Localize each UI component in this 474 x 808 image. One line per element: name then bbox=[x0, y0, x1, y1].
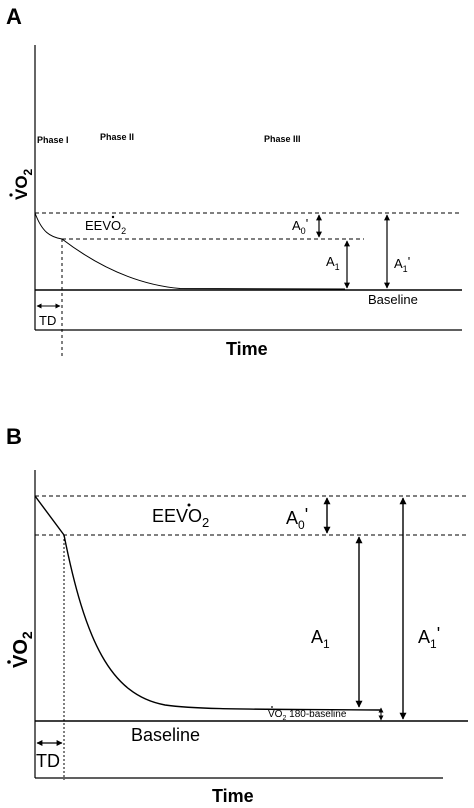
panel-a-y-axis-label: VO2 bbox=[9, 168, 35, 200]
panel-b-y-label-sub: 2 bbox=[19, 631, 35, 639]
panel-a-y-label-main: VO bbox=[12, 175, 31, 200]
panel-a-a1-label: A1 bbox=[326, 254, 340, 272]
panel-b-baseline-label: Baseline bbox=[131, 725, 200, 745]
panel-a-a1p-label: A1' bbox=[394, 254, 410, 274]
panel-b-a1-label: A1 bbox=[311, 627, 330, 651]
panel-a-a0-label: A0' bbox=[292, 216, 308, 236]
panel-a-phase-2-label: Phase II bbox=[100, 132, 134, 142]
panel-a: A Phase I Phase II Phase III VO2 EEVO2 A… bbox=[6, 4, 462, 359]
svg-text:VO2: VO2 bbox=[10, 631, 35, 668]
panel-b-x-axis-label: Time bbox=[212, 786, 254, 806]
panel-a-phase-1-label: Phase I bbox=[37, 135, 69, 145]
panel-b-a0-label: A0' bbox=[286, 505, 308, 532]
svg-text:EEVO2: EEVO2 bbox=[85, 218, 126, 236]
panel-a-baseline-label: Baseline bbox=[368, 292, 418, 307]
panel-b-y-axis-label: VO2 bbox=[7, 631, 35, 668]
svg-text:VO2: VO2 bbox=[12, 168, 35, 200]
panel-b-y-label-dot bbox=[7, 660, 11, 664]
panel-b-eevo2-main: EEVO bbox=[152, 506, 202, 526]
panel-a-eevo2-main: EEVO bbox=[85, 218, 121, 233]
panel-b-eevo2-label: EEVO2 bbox=[152, 503, 209, 530]
panel-a-phase-3-label: Phase III bbox=[264, 134, 301, 144]
panel-a-y-label-dot bbox=[9, 193, 13, 197]
panel-a-td-label: TD bbox=[39, 313, 56, 328]
svg-text:VO2 180-baseline: VO2 180-baseline bbox=[268, 709, 347, 722]
panel-a-eevo2-label: EEVO2 bbox=[85, 215, 126, 236]
panel-a-x-axis-label: Time bbox=[226, 339, 268, 359]
panel-b-a1p-label: A1' bbox=[418, 624, 440, 651]
panel-b: B VO2 EEVO2 A0' A1 A1' bbox=[6, 424, 468, 806]
panel-a-response-curve bbox=[34, 212, 346, 290]
svg-text:EEVO2: EEVO2 bbox=[152, 506, 209, 530]
panel-b-td-label: TD bbox=[36, 751, 60, 771]
panel-a-y-label-sub: 2 bbox=[21, 168, 35, 175]
panel-b-y-label-main: VO bbox=[10, 639, 32, 668]
panel-b-eevo2-sub: 2 bbox=[202, 515, 209, 530]
panel-b-vo2-180-label: VO2 180-baseline bbox=[268, 706, 347, 722]
panel-b-response-curve bbox=[34, 495, 381, 711]
panel-b-label: B bbox=[6, 424, 22, 449]
panel-a-eevo2-sub: 2 bbox=[121, 226, 126, 236]
panel-a-label: A bbox=[6, 4, 22, 29]
